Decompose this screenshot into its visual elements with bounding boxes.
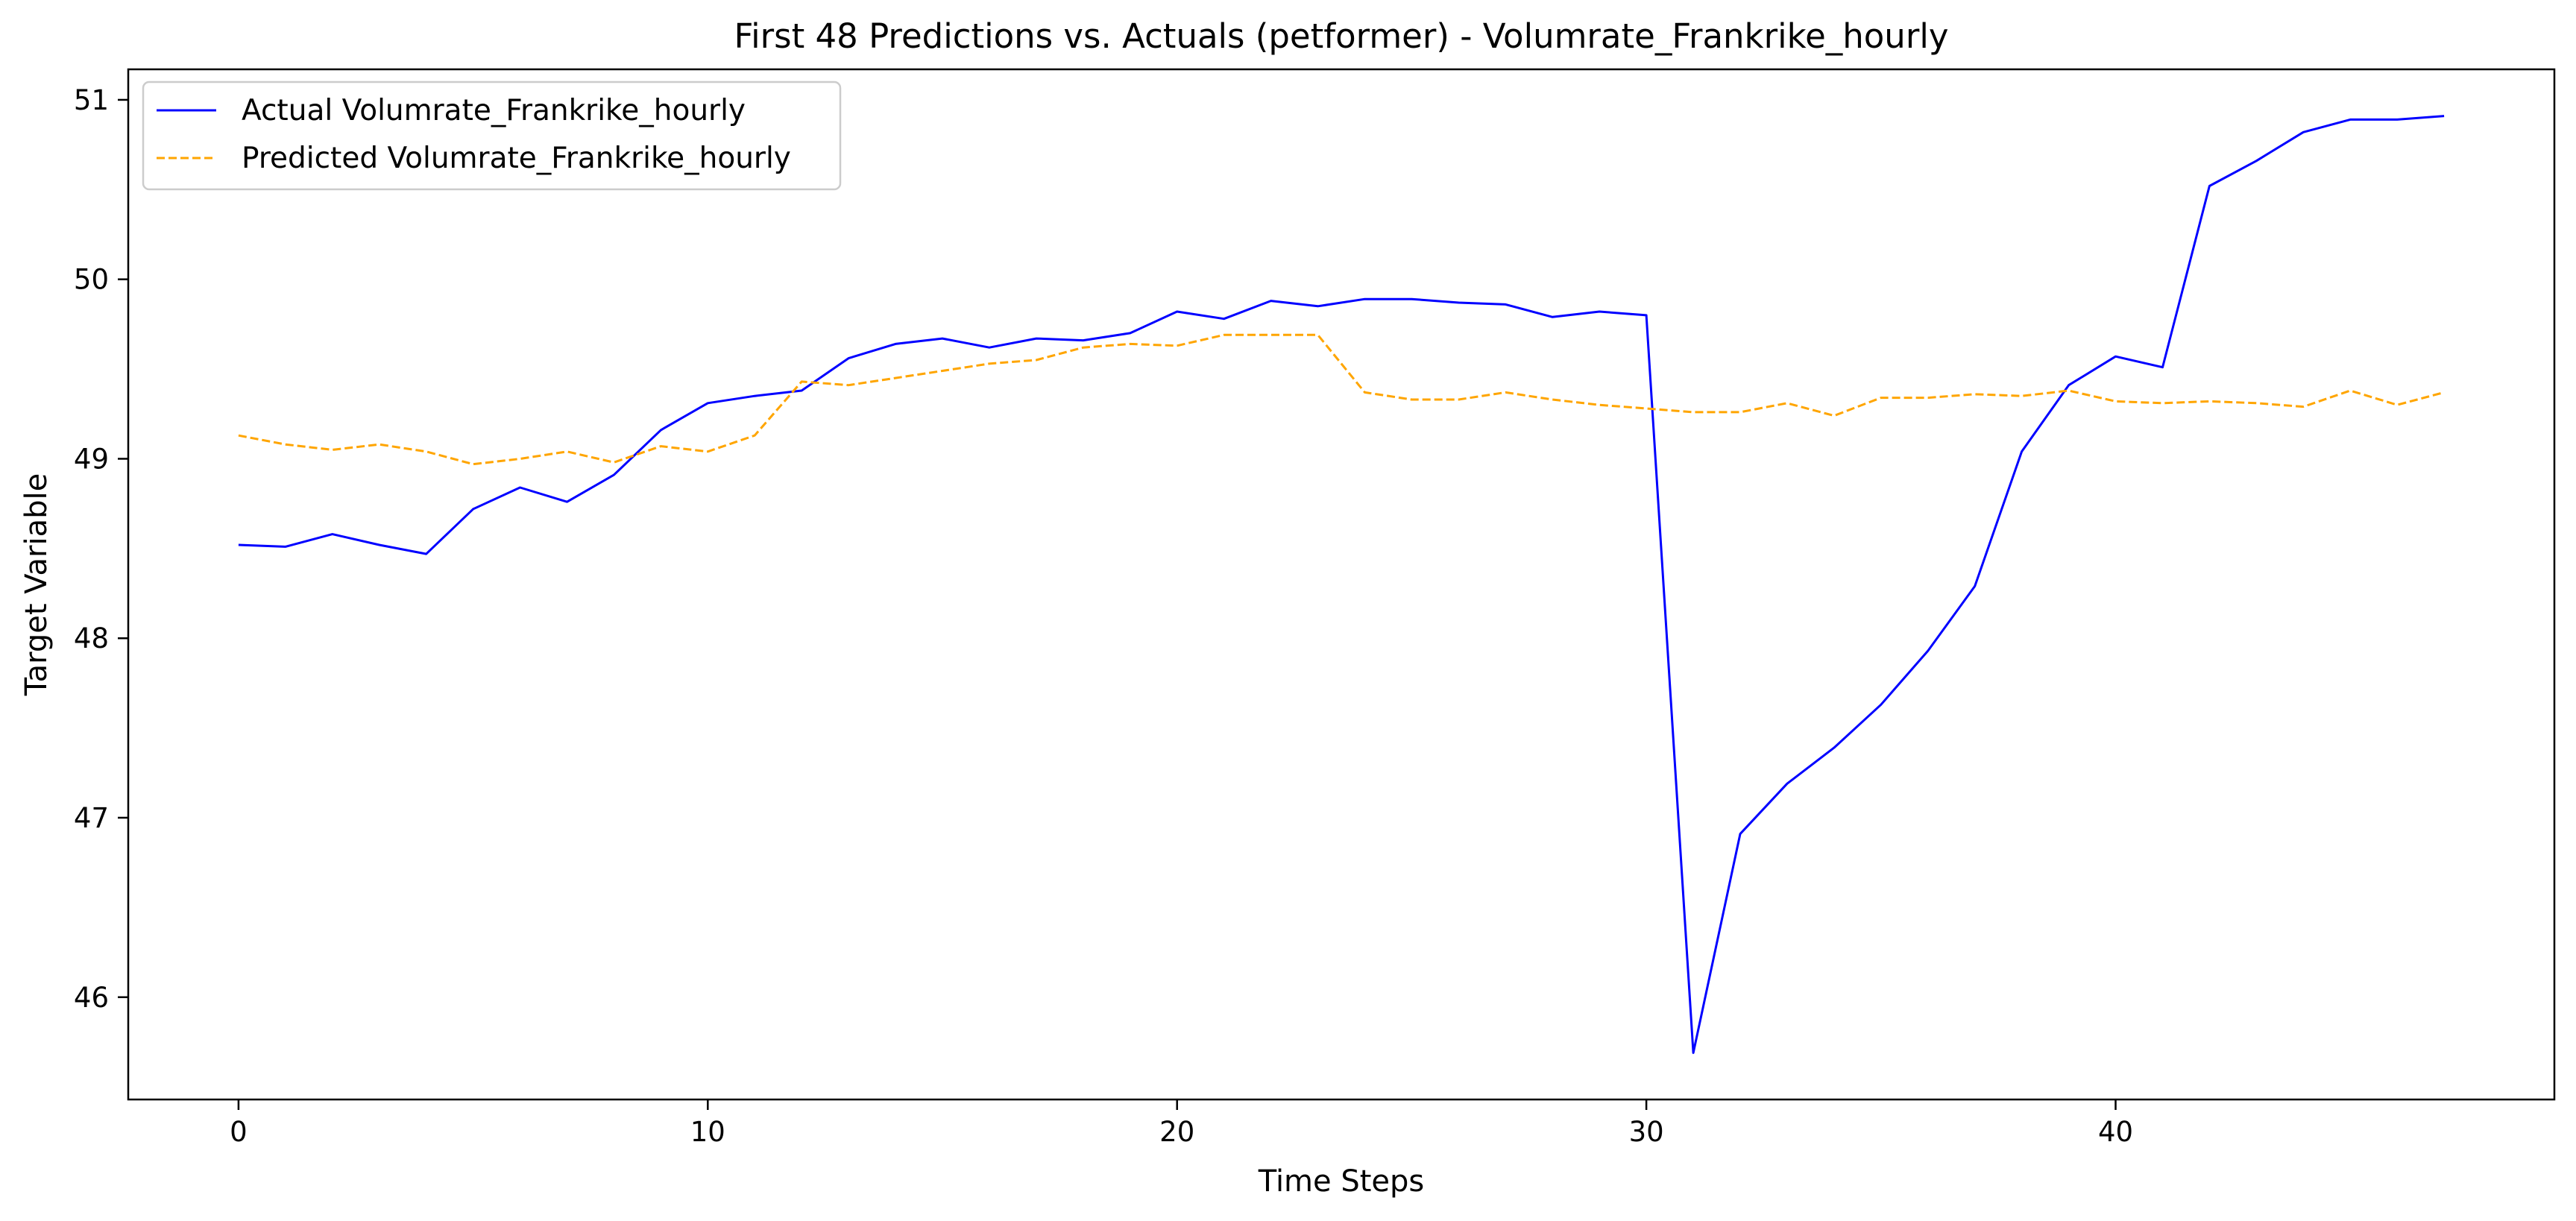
series-layer [238,115,2445,1054]
x-axis: 0 10 20 30 40 [230,1099,2133,1148]
legend-label-predicted: Predicted Volumrate_Frankrike_hourly [242,142,791,175]
y-tick-label: 48 [74,622,109,654]
y-tick-label: 46 [74,982,109,1014]
x-tick-label: 20 [1159,1116,1194,1148]
x-tick-label: 40 [2098,1116,2133,1148]
x-axis-label: Time Steps [1258,1164,1425,1199]
x-tick-label: 10 [690,1116,725,1148]
series-line-predicted [238,333,2445,466]
y-axis: 46 47 48 49 50 51 [74,84,128,1014]
legend-label-actual: Actual Volumrate_Frankrike_hourly [242,94,746,127]
y-tick-label: 51 [74,84,109,116]
y-tick-label: 47 [74,802,109,834]
x-tick-label: 30 [1629,1116,1664,1148]
legend-box [142,81,842,191]
legend: Actual Volumrate_Frankrike_hourly Predic… [142,81,842,191]
series-line-actual [238,115,2445,1054]
axes-frame [127,68,2556,1101]
y-tick-label: 49 [74,443,109,475]
chart-title: First 48 Predictions vs. Actuals (petfor… [734,16,1949,56]
y-axis-label: Target Variable [19,473,54,696]
x-tick-label: 0 [230,1116,248,1148]
y-tick-label: 50 [74,264,109,296]
